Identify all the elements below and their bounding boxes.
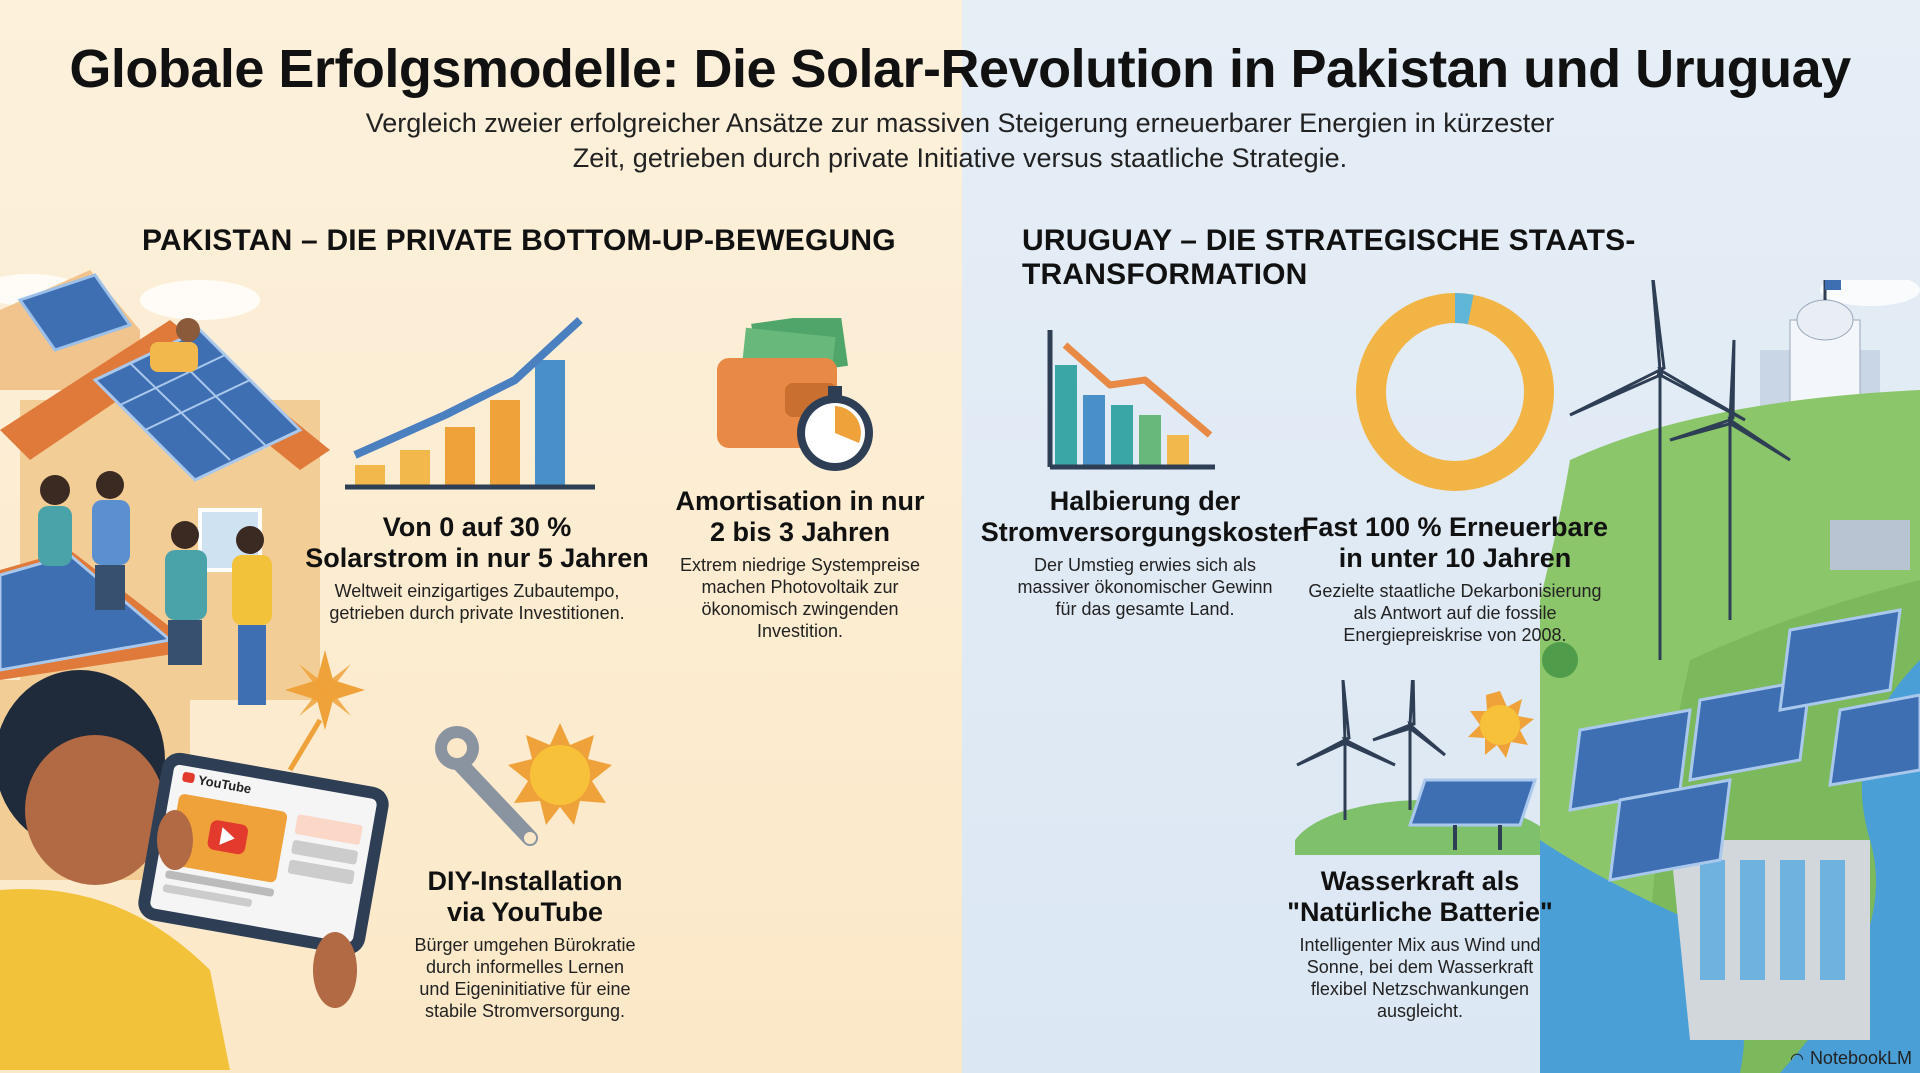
subtitle-line-1: Vergleich zweier erfolgreicher Ansätze z… xyxy=(365,108,1555,138)
growth-chart-icon xyxy=(345,317,595,490)
pakistan-rooftops-illustration: YouTube xyxy=(0,270,389,1070)
card-desc-line: als Antwort auf die fossile xyxy=(1353,603,1557,623)
wrench-sun-icon xyxy=(435,723,612,846)
card-desc-line: für das gesamte Land. xyxy=(1055,599,1235,619)
uruguay-card-hydro: Wasserkraft als "Natürliche Batterie" In… xyxy=(1270,866,1570,1022)
donut-renewable-arc xyxy=(1356,293,1554,491)
card-desc-line: machen Photovoltaik zur xyxy=(701,577,899,597)
wind-solar-mix-icon xyxy=(1295,680,1560,855)
card-desc-line: ökonomisch zwingenden xyxy=(701,599,899,619)
card-title-line-1: Amortisation in nur xyxy=(675,486,925,516)
pakistan-heading: PAKISTAN – DIE PRIVATE BOTTOM-UP-BEWEGUN… xyxy=(142,224,896,257)
pakistan-card-payback: Amortisation in nur 2 bis 3 Jahren Extre… xyxy=(650,486,950,642)
card-desc-line: Weltweit einzigartiges Zubautempo, xyxy=(334,581,620,601)
card-desc-line: durch informelles Lernen xyxy=(425,957,625,977)
card-title-line-2: in unter 10 Jahren xyxy=(1338,543,1572,573)
card-description: Weltweit einzigartiges Zubautempo, getri… xyxy=(292,580,662,624)
card-desc-line: Sonne, bei dem Wasserkraft xyxy=(1306,957,1534,977)
brand-name: NotebookLM xyxy=(1809,1048,1912,1068)
card-title-line-2: via YouTube xyxy=(446,897,604,927)
card-desc-line: stabile Stromversorgung. xyxy=(424,1001,626,1021)
uruguay-card-renewables: Fast 100 % Erneuerbare in unter 10 Jahre… xyxy=(1290,512,1620,646)
card-title-line-2: Solarstrom in nur 5 Jahren xyxy=(305,543,649,573)
card-description: Bürger umgehen Bürokratie durch informel… xyxy=(380,934,670,1022)
card-title-line-2: Stromversorgungskosten xyxy=(980,517,1310,547)
card-desc-line: massiver ökonomischer Gewinn xyxy=(1017,577,1273,597)
card-description: Extrem niedrige Systempreise machen Phot… xyxy=(650,554,950,642)
card-desc-line: Intelligenter Mix aus Wind und xyxy=(1299,935,1541,955)
card-desc-line: flexibel Netzschwankungen xyxy=(1310,979,1530,999)
card-description: Gezielte staatliche Dekarbonisierung als… xyxy=(1290,580,1620,646)
card-desc-line: Energiepreiskrise von 2008. xyxy=(1343,625,1567,645)
card-title-line-2: "Natürliche Batterie" xyxy=(1287,897,1553,927)
card-desc-line: Der Umstieg erwies sich als xyxy=(1033,555,1257,575)
brand-logo: ◠ NotebookLM xyxy=(1790,1048,1912,1069)
card-title-line-1: Fast 100 % Erneuerbare xyxy=(1301,512,1609,542)
page-title: Globale Erfolgsmodelle: Die Solar-Revolu… xyxy=(69,39,1851,99)
wallet-stopwatch-icon xyxy=(717,318,873,471)
card-desc-line: und Eigeninitiative für eine xyxy=(419,979,631,999)
card-desc-line: Bürger umgehen Bürokratie xyxy=(414,935,636,955)
card-description: Der Umstieg erwies sich als massiver öko… xyxy=(975,554,1315,620)
falling-cost-chart-icon xyxy=(1047,330,1215,470)
card-desc-line: ausgleicht. xyxy=(1376,1001,1464,1021)
renewable-share-donut xyxy=(1356,293,1554,491)
card-title-line-2: 2 bis 3 Jahren xyxy=(709,517,891,547)
pakistan-card-growth: Von 0 auf 30 % Solarstrom in nur 5 Jahre… xyxy=(292,512,662,624)
pakistan-card-diy: DIY-Installation via YouTube Bürger umge… xyxy=(380,866,670,1022)
subtitle-line-2: Zeit, getrieben durch private Initiative… xyxy=(572,143,1348,173)
card-title-line-1: Von 0 auf 30 % xyxy=(382,512,572,542)
uruguay-heading: URUGUAY – DIE STRATEGISCHE STAATS-TRANSF… xyxy=(1022,224,1636,291)
card-desc-line: getrieben durch private Investitionen. xyxy=(329,603,625,623)
card-desc-line: Extrem niedrige Systempreise xyxy=(679,555,921,575)
uruguay-landscape-illustration xyxy=(1540,280,1920,1073)
card-title-line-1: Wasserkraft als xyxy=(1320,866,1520,896)
card-title-line-1: Halbierung der xyxy=(1049,486,1241,516)
card-desc-line: Investition. xyxy=(756,621,844,641)
notebook-icon: ◠ xyxy=(1789,1050,1804,1068)
page-subtitle: Vergleich zweier erfolgreicher Ansätze z… xyxy=(310,106,1610,176)
card-title-line-1: DIY-Installation xyxy=(427,866,623,896)
uruguay-card-costs: Halbierung der Stromversorgungskosten De… xyxy=(975,486,1315,620)
donut-remaining-arc xyxy=(1356,293,1554,491)
card-desc-line: Gezielte staatliche Dekarbonisierung xyxy=(1308,581,1602,601)
card-description: Intelligenter Mix aus Wind und Sonne, be… xyxy=(1270,934,1570,1022)
